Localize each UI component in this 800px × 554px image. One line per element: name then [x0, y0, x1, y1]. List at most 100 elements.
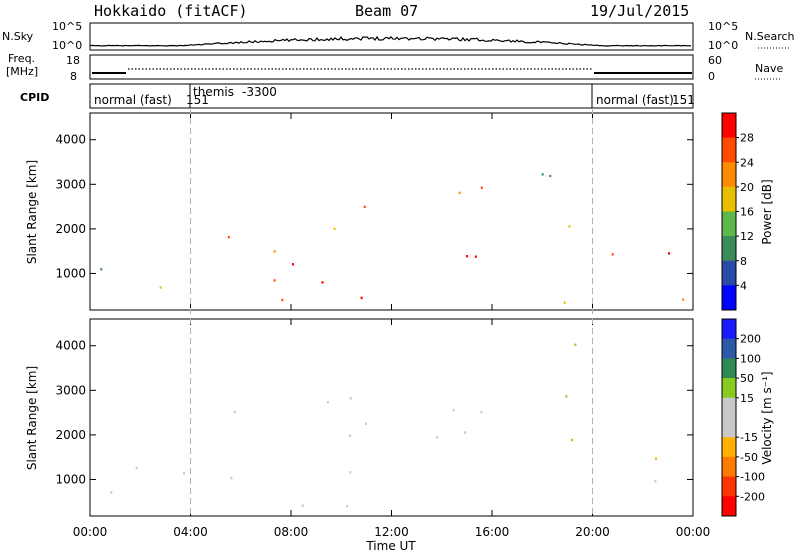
scatter-cell [363, 205, 366, 209]
scatter-cell [135, 466, 138, 470]
freq-tick-high: 18 [66, 54, 80, 67]
scatter-cell [326, 401, 329, 404]
nave-tick-high: 60 [708, 54, 722, 67]
nsky-frame [89, 22, 694, 51]
scatter-cell [458, 191, 461, 195]
cpid-seg-1-id: 151 [186, 93, 209, 107]
scatter-cell [349, 434, 351, 437]
velocity-colorbar: 200 100 50 15 -15 -50 -100 -200 [721, 318, 765, 517]
ytick-label: 3000 [55, 383, 86, 397]
xtick-label: 00:00 [676, 525, 711, 539]
scatter-cell [360, 296, 363, 300]
power-axis: 1000 2000 3000 4000 [55, 113, 694, 310]
colorbar-segment [722, 338, 736, 359]
ytick-label: 1000 [55, 472, 86, 486]
nsky-tick-low: 10^0 [52, 39, 82, 52]
colorbar-segment [722, 186, 736, 212]
xtick-label: 08:00 [274, 525, 309, 539]
freq-tick-low: 8 [70, 70, 77, 83]
nsky-panel: N.Sky 10^5 10^0 10^5 10^0 N.Search [2, 20, 795, 52]
scatter-cell [682, 298, 685, 301]
scatter-cell [541, 173, 544, 176]
time-axis-ticks: 00:00 04:00 08:00 12:00 16:00 20:00 00:00 [73, 525, 711, 539]
scatter-cell [321, 281, 324, 284]
nsearch-tick-low: 10^0 [708, 39, 738, 52]
velocity-ylabel: Slant Range [km] [25, 366, 39, 470]
colorbar-segment [722, 113, 736, 139]
nsky-label: N.Sky [2, 30, 34, 43]
colorbar-tick-label: 12 [740, 230, 754, 243]
colorbar-tick-label: 8 [740, 255, 747, 268]
colorbar-tick-label: 20 [740, 181, 754, 194]
scatter-cell [349, 397, 352, 400]
nave-tick-low: 0 [708, 70, 715, 83]
scatter-cell [568, 225, 571, 228]
xtick-label: 04:00 [173, 525, 208, 539]
freq-frame [89, 54, 694, 80]
colorbar-tick-label: -100 [740, 471, 765, 484]
colorbar-segment [722, 162, 736, 188]
velocity-frame [89, 318, 694, 517]
scatter-cell [563, 301, 566, 304]
xtick-label: 00:00 [73, 525, 108, 539]
colorbar-segment [722, 236, 736, 262]
xtick-label: 20:00 [575, 525, 610, 539]
colorbar-frame [721, 318, 737, 517]
colorbar-tick-label: 28 [740, 132, 754, 145]
colorbar-segment [722, 456, 736, 478]
power-ylabel: Slant Range [km] [25, 160, 39, 264]
power-panel: 1000 2000 3000 4000 Slant Range [km] 4 8 12 16… [25, 112, 774, 311]
xaxis-label: Time UT [365, 539, 416, 553]
colorbar-tick-label: -200 [740, 490, 765, 503]
cpid-seg-2-id: -3300 [242, 85, 277, 99]
colorbar-segment [722, 260, 736, 286]
ytick-label: 4000 [55, 339, 86, 353]
scatter-cell [436, 436, 439, 439]
scatter-cell [452, 408, 455, 412]
plot-title: Hokkaido (fitACF) [94, 2, 248, 20]
power-colorbar-label: Power [dB] [760, 179, 774, 244]
ytick-label: 3000 [55, 177, 86, 191]
scatter-cell [273, 279, 276, 282]
date-label: 19/Jul/2015 [590, 2, 689, 20]
power-colorbar: 4 8 12 16 20 24 28 [721, 112, 754, 311]
ytick-label: 2000 [55, 222, 86, 236]
power-scatter-cells [100, 173, 685, 304]
colorbar-tick-label: 50 [740, 372, 754, 385]
freq-label-line1: Freq. [8, 52, 35, 65]
velocity-scatter-cells [110, 343, 657, 508]
ytick-label: 2000 [55, 428, 86, 442]
colorbar-tick-label: 200 [740, 333, 761, 346]
scatter-cell [301, 504, 304, 507]
scatter-cell [292, 263, 294, 266]
colorbar-tick-label: -15 [740, 431, 758, 444]
scatter-cell [474, 255, 477, 258]
colorbar-segment [722, 417, 736, 438]
scatter-cell [227, 236, 230, 239]
nsearch-label: N.Search [745, 30, 795, 43]
colorbar-segment [722, 358, 736, 379]
velocity-panel: 1000 2000 3000 4000 Slant Range [km] 200 100… [25, 318, 774, 553]
colorbar-segment [722, 397, 736, 418]
scatter-cell [233, 410, 236, 414]
scatter-cell [281, 298, 284, 302]
scatter-cell [565, 395, 568, 398]
nsky-tick-high: 10^5 [52, 20, 82, 33]
scatter-cell [365, 422, 367, 425]
nave-label: Nave [755, 62, 783, 75]
cpid-frame [89, 83, 694, 109]
scatter-cell [611, 253, 614, 256]
scatter-cell [574, 343, 577, 346]
velocity-colorbar-label: Velocity [m s⁻¹] [760, 371, 774, 464]
colorbar-tick-label: 16 [740, 206, 754, 219]
power-frame [89, 112, 694, 311]
beam-label: Beam 07 [355, 2, 418, 20]
time-markers [190, 108, 593, 516]
scatter-cell [668, 252, 671, 255]
colorbar-segment [722, 319, 736, 340]
colorbar-segment [722, 378, 736, 399]
cpid-panel: CPID normal (fast) 151 themis -3300 norm… [20, 83, 695, 109]
nsky-trace [90, 35, 692, 47]
colorbar-tick-label: 24 [740, 156, 754, 169]
